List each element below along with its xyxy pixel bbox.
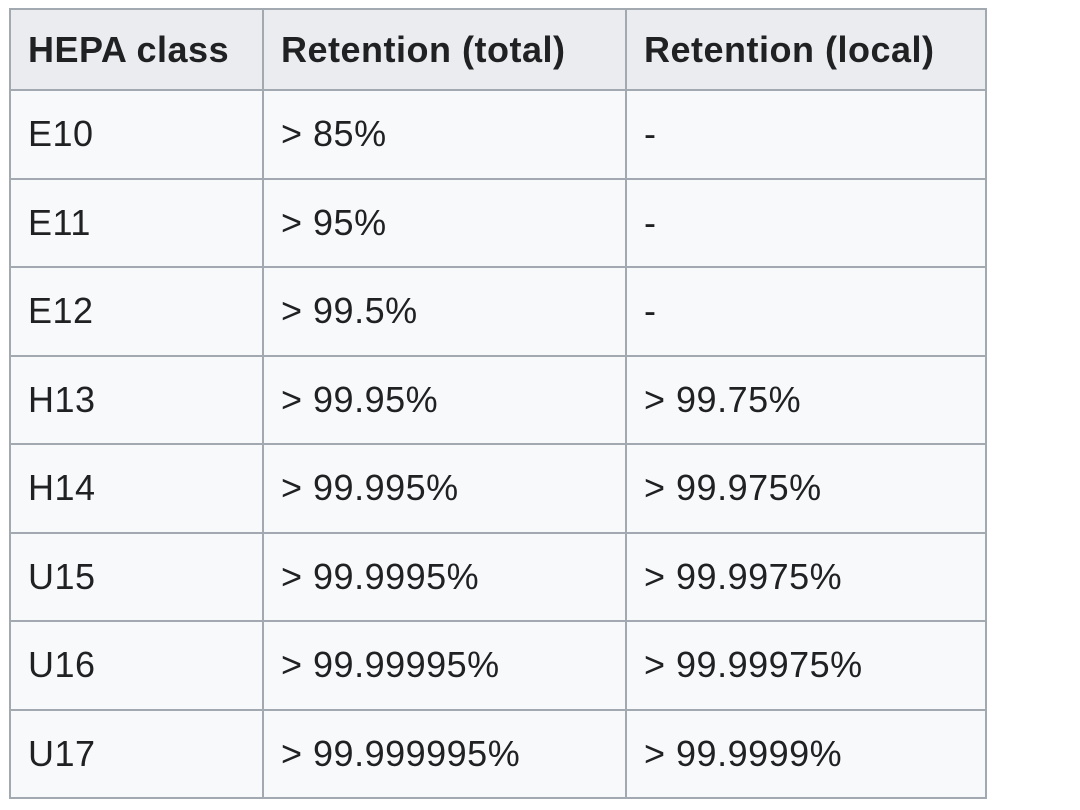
column-header-retention-total: Retention (total) (262, 8, 627, 91)
table-row: U16 > 99.99995% > 99.99975% (9, 620, 987, 711)
table-row: H14 > 99.995% > 99.975% (9, 443, 987, 534)
cell-retention-local: - (625, 89, 987, 180)
cell-retention-total: > 85% (262, 89, 627, 180)
column-header-hepa-class: HEPA class (9, 8, 264, 91)
cell-hepa-class: E10 (9, 89, 264, 180)
cell-hepa-class: H13 (9, 354, 264, 445)
cell-retention-local: - (625, 266, 987, 357)
cell-retention-total: > 99.995% (262, 443, 627, 534)
cell-hepa-class: U15 (9, 531, 264, 622)
table-row: E12 > 99.5% - (9, 266, 987, 357)
cell-retention-local: > 99.75% (625, 354, 987, 445)
hepa-class-table: HEPA class Retention (total) Retention (… (9, 8, 987, 799)
cell-hepa-class: E11 (9, 177, 264, 268)
cell-retention-total: > 99.99995% (262, 620, 627, 711)
cell-hepa-class: H14 (9, 443, 264, 534)
cell-hepa-class: U16 (9, 620, 264, 711)
cell-retention-local: - (625, 177, 987, 268)
cell-retention-total: > 99.5% (262, 266, 627, 357)
cell-retention-total: > 95% (262, 177, 627, 268)
cell-retention-total: > 99.95% (262, 354, 627, 445)
table-row: U17 > 99.999995% > 99.9999% (9, 708, 987, 799)
cell-retention-local: > 99.99975% (625, 620, 987, 711)
cell-retention-local: > 99.9999% (625, 708, 987, 799)
cell-hepa-class: E12 (9, 266, 264, 357)
table-row: E11 > 95% - (9, 177, 987, 268)
cell-retention-total: > 99.999995% (262, 708, 627, 799)
hepa-class-table-container: HEPA class Retention (total) Retention (… (9, 8, 987, 799)
header-row: HEPA class Retention (total) Retention (… (9, 8, 987, 91)
cell-retention-local: > 99.975% (625, 443, 987, 534)
cell-retention-local: > 99.9975% (625, 531, 987, 622)
column-header-retention-local: Retention (local) (625, 8, 987, 91)
table-row: E10 > 85% - (9, 89, 987, 180)
table-row: U15 > 99.9995% > 99.9975% (9, 531, 987, 622)
cell-retention-total: > 99.9995% (262, 531, 627, 622)
cell-hepa-class: U17 (9, 708, 264, 799)
table-row: H13 > 99.95% > 99.75% (9, 354, 987, 445)
